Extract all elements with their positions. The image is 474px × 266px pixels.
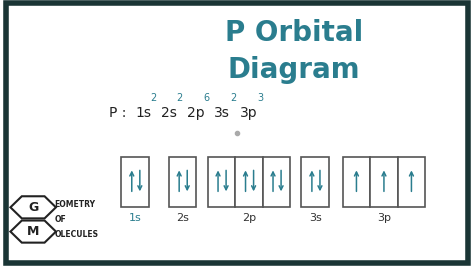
Text: 1s: 1s — [135, 106, 151, 120]
Text: 2s: 2s — [161, 106, 177, 120]
Bar — [208, 157, 235, 207]
Text: 3s: 3s — [309, 213, 321, 223]
Text: 6: 6 — [204, 93, 210, 103]
Text: OF: OF — [55, 215, 66, 224]
Bar — [235, 157, 263, 207]
Text: OLECULES: OLECULES — [55, 230, 99, 239]
Text: 3p: 3p — [377, 213, 391, 223]
Text: 2: 2 — [176, 93, 182, 103]
Text: 1s: 1s — [129, 213, 141, 223]
Text: 2p: 2p — [242, 213, 256, 223]
Text: P :: P : — [109, 106, 131, 120]
Bar — [121, 157, 149, 207]
Text: 2: 2 — [230, 93, 236, 103]
Text: 3: 3 — [257, 93, 264, 103]
Text: 3s: 3s — [214, 106, 230, 120]
Text: G: G — [28, 201, 38, 214]
Text: Diagram: Diagram — [228, 56, 360, 85]
Text: 2p: 2p — [187, 106, 204, 120]
Text: 3p: 3p — [240, 106, 258, 120]
Text: 2: 2 — [151, 93, 157, 103]
Text: EOMETRY: EOMETRY — [55, 200, 95, 209]
Bar — [263, 157, 290, 207]
Bar — [398, 157, 425, 207]
Bar — [343, 157, 370, 207]
Text: 2s: 2s — [176, 213, 189, 223]
Bar — [301, 157, 329, 207]
Bar — [169, 157, 196, 207]
Text: M: M — [27, 225, 39, 238]
Bar — [370, 157, 398, 207]
Text: P Orbital: P Orbital — [225, 19, 363, 47]
